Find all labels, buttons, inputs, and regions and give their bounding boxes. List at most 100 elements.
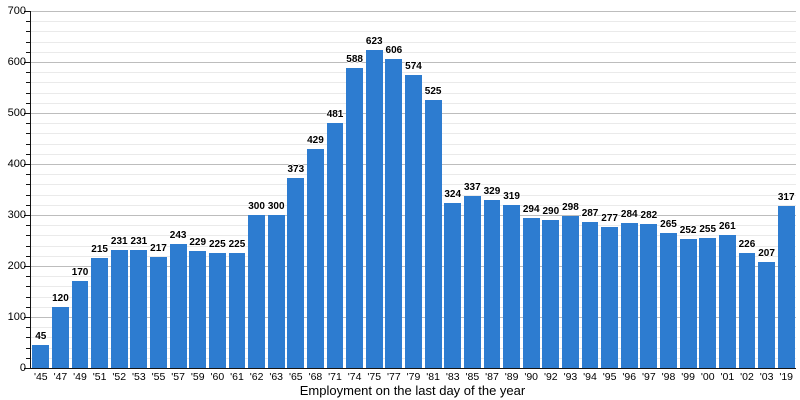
x-tick-label: '90	[524, 371, 539, 383]
bar	[777, 206, 795, 368]
bar	[365, 50, 383, 368]
y-gridline-minor	[31, 21, 796, 23]
bar-value-label: 373	[287, 163, 305, 175]
y-tick-label: 100	[7, 311, 26, 323]
y-tick-minor	[26, 184, 30, 186]
y-tick-minor	[26, 102, 30, 104]
y-tick-minor	[26, 276, 30, 278]
x-tick-label: '79	[406, 371, 421, 383]
bar	[110, 250, 128, 368]
y-tick-label: 300	[7, 209, 26, 221]
y-tick-minor	[26, 133, 30, 135]
y-tick-major	[24, 113, 30, 114]
bar-value-label: 588	[346, 54, 363, 66]
y-tick-label: 600	[7, 56, 26, 68]
bar-value-label: 45	[35, 331, 47, 343]
bar-value-label: 329	[483, 186, 501, 198]
y-tick-major	[24, 266, 30, 267]
bar-value-label: 606	[385, 44, 403, 56]
x-tick-label: '53	[132, 371, 146, 383]
x-tick-label: '47	[53, 371, 68, 383]
y-tick-minor	[26, 194, 30, 196]
y-tick-major	[24, 62, 30, 63]
x-tick-label: '94	[583, 371, 597, 383]
y-tick-minor	[26, 72, 30, 74]
bar-value-label: 282	[640, 210, 658, 222]
y-gridline-minor	[31, 41, 796, 43]
bar	[32, 345, 50, 368]
bar	[758, 262, 775, 368]
x-tick-label: '95	[602, 371, 617, 383]
y-tick-minor	[26, 204, 30, 206]
bar	[444, 202, 462, 368]
x-axis-title: Employment on the last day of the year	[299, 383, 526, 398]
bar-value-label: 231	[110, 236, 128, 248]
bar-value-label: 207	[758, 248, 775, 260]
bar-value-label: 215	[91, 244, 108, 256]
x-tick-label: '01	[720, 371, 735, 383]
bar	[346, 68, 364, 368]
x-tick-label: '62	[249, 371, 264, 383]
x-tick-label: '71	[328, 371, 342, 383]
bar	[699, 237, 717, 368]
bar-value-label: 243	[169, 230, 187, 242]
x-tick-label: '93	[563, 371, 578, 383]
y-gridline-minor	[31, 72, 796, 74]
x-tick-label: '63	[269, 371, 284, 383]
bar	[503, 205, 520, 368]
bar-value-label: 319	[503, 191, 520, 203]
y-tick-minor	[26, 245, 30, 247]
y-tick-major	[24, 11, 30, 12]
bar	[424, 100, 442, 368]
x-tick-label: '59	[190, 371, 205, 383]
bar	[130, 250, 148, 368]
y-tick-major	[24, 164, 30, 165]
bar	[385, 58, 403, 368]
bar-value-label: 226	[738, 238, 756, 250]
y-tick-minor	[26, 296, 30, 298]
y-tick-minor	[26, 337, 30, 339]
bar-value-label: 120	[52, 292, 69, 304]
bar-value-label: 300	[267, 201, 285, 212]
bar	[463, 196, 481, 368]
x-tick-label: '19	[779, 371, 794, 383]
y-tick-major	[24, 368, 30, 369]
x-tick-label: '51	[92, 371, 107, 383]
bar	[267, 215, 285, 368]
bar-value-label: 290	[542, 206, 560, 218]
x-tick-label: '96	[622, 371, 637, 383]
x-tick-label: '68	[308, 371, 323, 383]
bar	[248, 215, 265, 368]
x-tick-label: '97	[642, 371, 656, 383]
y-tick-minor	[26, 31, 30, 33]
x-tick-label: '74	[347, 371, 362, 383]
x-tick-label: '60	[210, 371, 225, 383]
y-tick-minor	[26, 153, 30, 155]
bar	[660, 232, 677, 368]
y-tick-label: 500	[7, 107, 26, 119]
y-tick-minor	[26, 123, 30, 125]
x-tick-label: '77	[387, 371, 401, 383]
bar	[150, 257, 167, 368]
bar	[601, 226, 619, 368]
bar-value-label: 229	[189, 237, 207, 249]
y-tick-label: 200	[7, 260, 26, 272]
bar	[640, 224, 658, 368]
bar-value-label: 255	[699, 223, 717, 235]
bar	[52, 306, 69, 368]
bar	[738, 252, 756, 368]
bar	[71, 281, 89, 368]
bar	[581, 221, 599, 368]
x-tick-label: '89	[504, 371, 519, 383]
x-tick-label: '65	[288, 371, 303, 383]
bar-value-label: 317	[777, 192, 795, 204]
bar-value-label: 284	[620, 209, 638, 221]
y-tick-major	[24, 317, 30, 318]
y-gridline-minor	[31, 31, 796, 33]
x-tick-label: '52	[112, 371, 127, 383]
x-tick-label: '00	[700, 371, 715, 383]
y-tick-minor	[26, 357, 30, 359]
bar	[307, 149, 324, 368]
x-tick-label: '87	[485, 371, 499, 383]
